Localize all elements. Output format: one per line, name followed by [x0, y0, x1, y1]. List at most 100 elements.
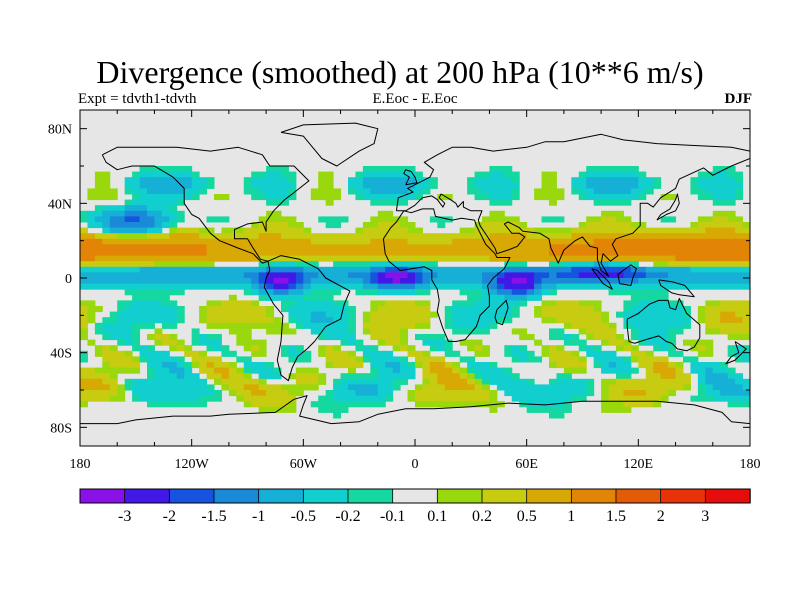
field-cell — [705, 283, 714, 290]
field-cell — [608, 395, 617, 402]
field-cell — [318, 194, 327, 201]
field-cell — [370, 395, 379, 402]
field-cell — [482, 216, 490, 223]
field-cell — [139, 210, 148, 217]
field-cell — [333, 283, 342, 290]
field-cell — [94, 182, 103, 189]
field-cell — [668, 339, 677, 346]
field-cell — [668, 227, 677, 234]
field-cell — [169, 300, 178, 307]
field-cell — [206, 266, 215, 273]
field-cell — [578, 306, 587, 313]
field-cell — [251, 182, 260, 189]
field-cell — [310, 289, 319, 296]
field-cell — [169, 390, 178, 397]
field-cell — [124, 188, 133, 195]
field-cell — [571, 182, 580, 189]
field-cell — [147, 306, 155, 313]
field-cell — [132, 334, 141, 341]
field-cell — [482, 171, 490, 178]
field-cell — [318, 294, 327, 301]
field-cell — [377, 222, 386, 229]
field-cell — [638, 362, 647, 369]
field-cell — [660, 289, 669, 296]
field-cell — [489, 311, 498, 318]
field-cell — [117, 266, 126, 273]
field-cell — [370, 300, 379, 307]
field-cell — [496, 384, 505, 391]
field-cell — [690, 177, 699, 184]
field-cell — [608, 406, 617, 413]
field-cell — [243, 300, 252, 307]
field-cell — [638, 255, 647, 262]
field-cell — [727, 188, 736, 195]
field-cell — [541, 390, 550, 397]
field-cell — [549, 345, 557, 352]
field-cell — [340, 328, 349, 335]
field-cell — [705, 194, 714, 201]
field-cell — [199, 283, 208, 290]
field-cell — [251, 306, 260, 313]
field-cell — [489, 272, 498, 279]
field-cell — [370, 244, 379, 251]
field-cell — [407, 345, 416, 352]
field-cell — [586, 250, 595, 257]
field-cell — [348, 306, 356, 313]
field-cell — [191, 350, 200, 357]
field-cell — [429, 356, 438, 363]
field-cell — [511, 328, 520, 335]
field-cell — [437, 378, 446, 385]
field-cell — [474, 272, 483, 279]
field-cell — [735, 384, 744, 391]
field-cell — [176, 227, 185, 234]
field-cell — [511, 300, 520, 307]
field-cell — [251, 300, 260, 307]
field-cell — [80, 266, 88, 273]
field-cell — [117, 205, 126, 212]
field-cell — [474, 395, 483, 402]
field-cell — [348, 261, 356, 268]
field-cell — [556, 244, 565, 251]
field-cell — [266, 289, 275, 296]
field-cell — [199, 395, 208, 402]
field-cell — [705, 272, 714, 279]
field-cell — [616, 177, 624, 184]
field-cell — [586, 334, 595, 341]
field-cell — [422, 278, 431, 285]
new-guinea-coast — [658, 279, 695, 298]
field-cell — [459, 317, 468, 324]
field-cell — [601, 216, 610, 223]
field-cell — [169, 373, 178, 380]
field-cell — [593, 283, 602, 290]
field-cell — [333, 222, 342, 229]
field-cell — [400, 283, 409, 290]
field-cell — [400, 373, 409, 380]
field-cell — [154, 306, 163, 313]
field-cell — [571, 378, 580, 385]
field-cell — [415, 278, 423, 285]
field-cell — [348, 373, 356, 380]
field-cell — [653, 272, 662, 279]
field-cell — [511, 266, 520, 273]
chart-title: Divergence (smoothed) at 200 hPa (10**6 … — [96, 54, 704, 90]
field-cell — [362, 322, 371, 329]
field-cell — [608, 227, 617, 234]
field-cell — [556, 350, 565, 357]
field-cell — [221, 311, 230, 318]
field-cell — [348, 250, 356, 257]
field-cell — [154, 311, 163, 318]
field-cell — [333, 278, 342, 285]
field-cell — [549, 311, 557, 318]
field-cell — [273, 390, 282, 397]
field-cell — [556, 278, 565, 285]
field-cell — [511, 194, 520, 201]
field-cell — [645, 317, 654, 324]
field-cell — [400, 250, 409, 257]
field-cell — [638, 334, 647, 341]
field-cell — [660, 261, 669, 268]
field-cell — [720, 182, 729, 189]
field-cell — [169, 216, 178, 223]
field-cell — [147, 395, 155, 402]
field-cell — [333, 317, 342, 324]
field-cell — [593, 306, 602, 313]
